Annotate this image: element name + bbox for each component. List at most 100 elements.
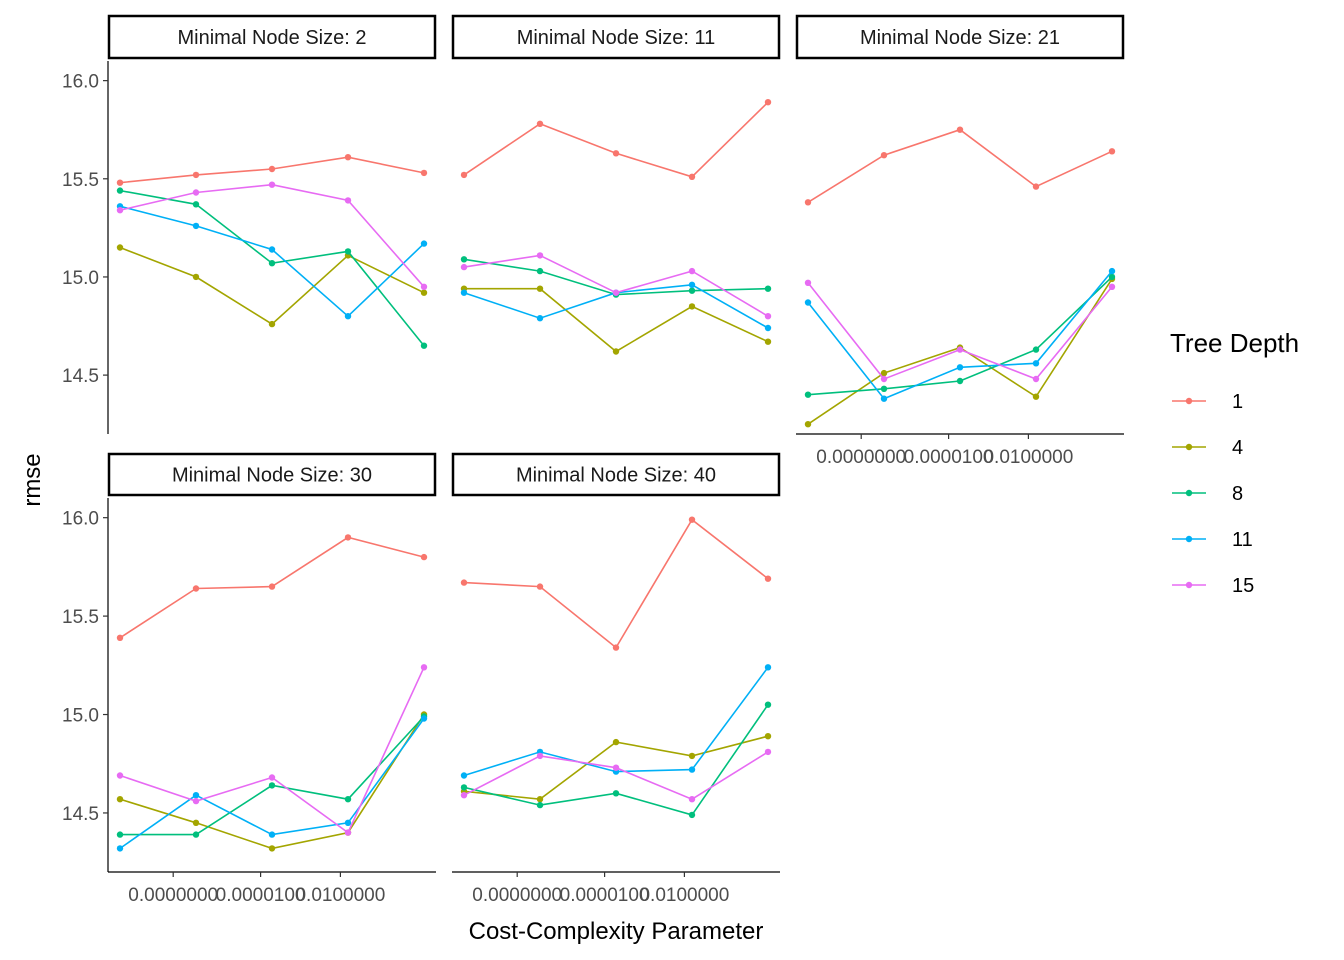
facet-strip [107, 452, 437, 497]
facet-panel: Minimal Node Size: 21 0.00000000.00001000… [795, 14, 1125, 468]
y-tick-label: 16.0 [62, 72, 99, 93]
data-point [688, 752, 696, 760]
series-line [463, 254, 769, 317]
data-point [116, 207, 124, 214]
x-axis-title: Cost-Complexity Parameter [469, 918, 764, 945]
data-point [956, 364, 964, 371]
data-point [688, 281, 696, 288]
series-line [464, 287, 769, 353]
data-point [460, 772, 468, 779]
legend-label: 8 [1232, 483, 1243, 505]
data-point [536, 285, 544, 292]
data-point [344, 197, 352, 204]
data-point [804, 391, 812, 398]
data-point [612, 790, 620, 797]
data-point [192, 201, 200, 208]
series-line [463, 101, 769, 178]
data-point [612, 738, 620, 746]
y-tick-label: 15.5 [62, 170, 99, 191]
data-point [764, 338, 772, 345]
data-point [420, 664, 428, 671]
data-point [192, 819, 200, 826]
facet-strip [107, 14, 437, 60]
data-point [116, 772, 124, 779]
data-point [956, 346, 964, 353]
data-point [536, 267, 544, 275]
facet-panel: Minimal Node Size: 30 14.5 15.0 15.5 16.0 0.0… [62, 452, 437, 906]
data-point [880, 369, 888, 377]
data-point [420, 283, 428, 290]
x-tick-label: 0.0000000 [472, 885, 562, 906]
legend-label: 1 [1232, 391, 1243, 413]
data-point [804, 421, 812, 428]
data-point [880, 375, 888, 383]
facet-panel: Minimal Node Size: 40 0.00000000.00001000… [451, 452, 781, 906]
data-point [192, 171, 200, 179]
series-line [463, 518, 769, 649]
facet-strip-label: Minimal Node Size: 30 [172, 465, 372, 487]
data-point [536, 120, 544, 128]
y-tick-label: 14.5 [62, 366, 99, 387]
data-point [192, 222, 200, 230]
data-point [764, 575, 772, 582]
data-point [420, 289, 428, 296]
data-point [192, 585, 200, 592]
data-point [612, 348, 620, 355]
facet-panel: Minimal Node Size: 11 [451, 14, 781, 355]
data-point [344, 819, 352, 826]
data-point [688, 766, 696, 773]
data-point [804, 299, 812, 306]
data-point [764, 99, 772, 106]
legend-label: 4 [1232, 437, 1243, 459]
y-tick-label: 16.0 [62, 509, 99, 530]
data-point [688, 516, 696, 523]
x-tick-label: 0.0000100 [560, 885, 650, 906]
data-point [344, 796, 352, 803]
data-point [1108, 273, 1116, 281]
data-point [536, 801, 544, 809]
data-point [612, 289, 620, 296]
x-tick-label: 0.0000000 [128, 885, 218, 906]
y-tick-label: 15.5 [62, 607, 99, 628]
legend-label: 15 [1232, 575, 1254, 597]
facet-strip-label: Minimal Node Size: 2 [178, 27, 367, 49]
x-tick-label: 0.0000100 [904, 447, 994, 468]
data-point [688, 303, 696, 310]
data-point [460, 289, 468, 296]
data-point [116, 244, 124, 251]
x-tick-label: 0.0100000 [295, 885, 385, 906]
data-point [344, 313, 352, 320]
legend-title: Tree Depth [1170, 328, 1299, 358]
data-point [536, 583, 544, 590]
y-tick-label: 15.0 [62, 706, 99, 727]
data-point [420, 169, 428, 177]
data-point [268, 246, 276, 253]
data-point [192, 189, 200, 196]
data-point [1032, 346, 1040, 353]
x-tick-label: 0.0100000 [639, 885, 729, 906]
data-point [192, 273, 200, 281]
facet-strip-label: Minimal Node Size: 21 [860, 27, 1060, 49]
series-line [807, 276, 1113, 396]
data-point [764, 701, 772, 708]
facet-strip [451, 452, 781, 497]
data-point [268, 165, 276, 173]
data-point [268, 774, 276, 781]
data-point [420, 553, 428, 561]
data-point [688, 796, 696, 803]
facet-strip [451, 14, 781, 60]
data-point [536, 796, 544, 803]
data-point [764, 733, 772, 740]
data-point [880, 395, 888, 402]
data-point [268, 583, 276, 590]
data-point [344, 248, 352, 255]
legend-key-point [1185, 489, 1193, 497]
data-point [460, 256, 468, 263]
data-point [536, 315, 544, 322]
data-point [116, 831, 124, 838]
y-tick-label: 14.5 [62, 804, 99, 825]
data-point [1032, 360, 1040, 367]
series-line [463, 666, 769, 777]
facet-panel: Minimal Node Size: 2 14.5 15.0 15.5 16.0 [62, 14, 437, 434]
